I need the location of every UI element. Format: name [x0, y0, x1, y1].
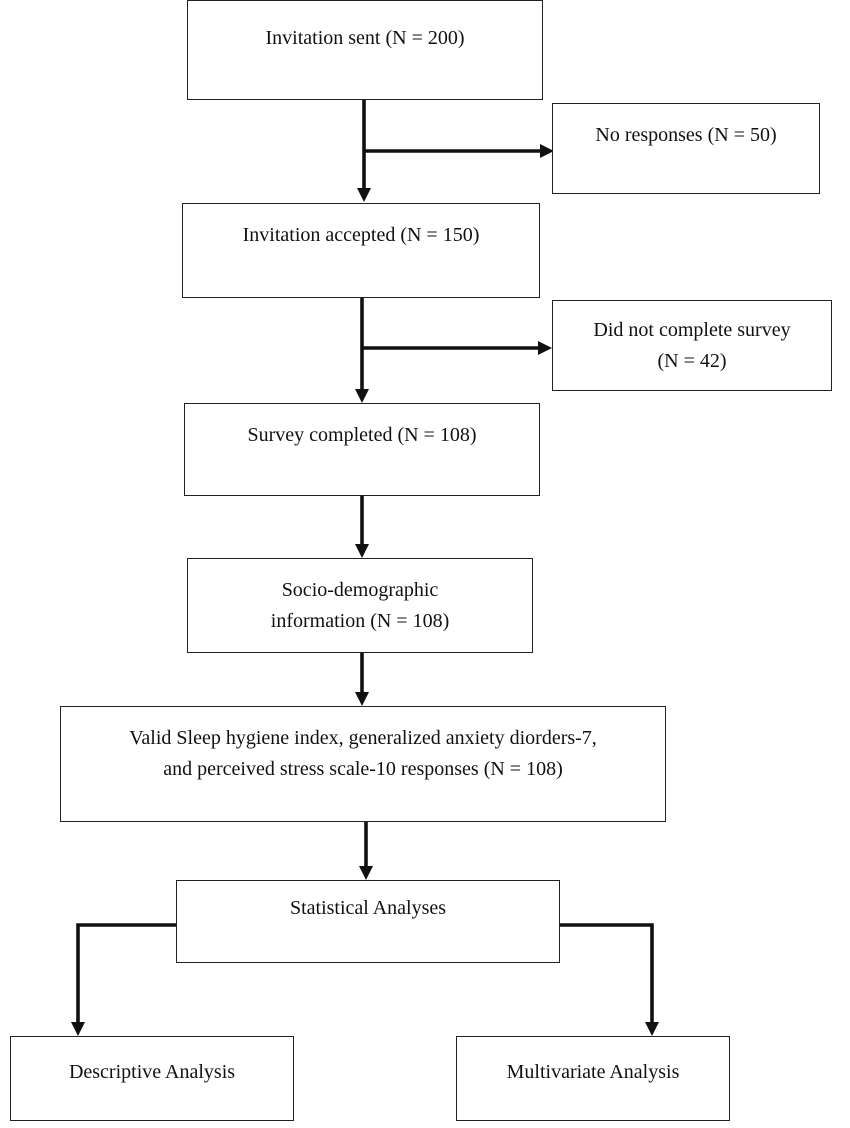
- box-did-not-complete: Did not complete survey (N = 42): [552, 300, 832, 391]
- box-valid-responses: Valid Sleep hygiene index, generalized a…: [60, 706, 666, 822]
- arrowhead-accepted: [357, 188, 371, 202]
- arrowhead-completed: [355, 389, 369, 403]
- box-survey-completed: Survey completed (N = 108): [184, 403, 540, 496]
- box-statistical-analyses: Statistical Analyses: [176, 880, 560, 963]
- box-no-responses: No responses (N = 50): [552, 103, 820, 194]
- invitation-sent-text: Invitation sent (N = 200): [265, 27, 465, 49]
- box-descriptive-analysis: Descriptive Analysis: [10, 1036, 294, 1121]
- arrowhead-no-responses: [540, 144, 554, 158]
- survey-completed-text: Survey completed (N = 108): [247, 424, 477, 446]
- arrowhead-multivariate: [645, 1022, 659, 1036]
- socio-demographic-line-2: information (N = 108): [270, 609, 450, 632]
- valid-responses-line-2: and perceived stress scale-10 responses …: [163, 758, 563, 780]
- invitation-accepted-text: Invitation accepted (N = 150): [242, 224, 480, 246]
- arrowhead-descriptive: [71, 1022, 85, 1036]
- socio-demographic-line-1: Socio-demographic: [281, 578, 439, 601]
- arrowhead-valid: [355, 692, 369, 706]
- arrow-statistical-to-multivariate: [560, 923, 654, 1024]
- arrowhead-statistical: [359, 866, 373, 880]
- descriptive-analysis-text: Descriptive Analysis: [68, 1061, 236, 1083]
- statistical-analyses-text: Statistical Analyses: [289, 897, 447, 919]
- did-not-complete-line-2: (N = 42): [657, 349, 727, 372]
- no-responses-text: No responses (N = 50): [595, 124, 777, 146]
- did-not-complete-line-1: Did not complete survey: [593, 318, 791, 341]
- box-invitation-accepted: Invitation accepted (N = 150): [182, 203, 540, 298]
- valid-responses-line-1: Valid Sleep hygiene index, generalized a…: [129, 727, 597, 749]
- box-invitation-sent: Invitation sent (N = 200): [187, 0, 543, 100]
- arrowhead-socio: [355, 544, 369, 558]
- box-multivariate-analysis: Multivariate Analysis: [456, 1036, 730, 1121]
- multivariate-analysis-text: Multivariate Analysis: [506, 1061, 680, 1083]
- arrow-statistical-to-descriptive: [76, 923, 176, 1024]
- arrowhead-did-not-complete: [538, 341, 552, 355]
- box-socio-demographic: Socio-demographic information (N = 108): [187, 558, 533, 653]
